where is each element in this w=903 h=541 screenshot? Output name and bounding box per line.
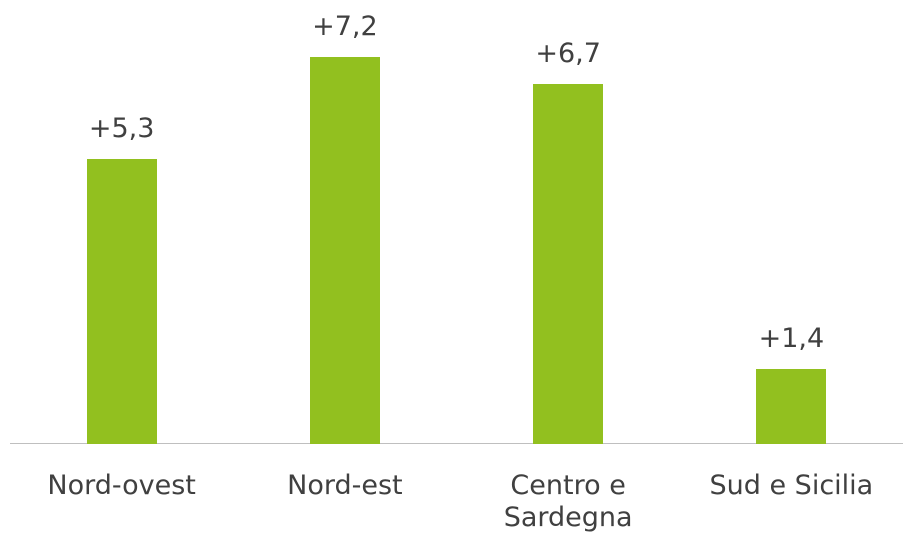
data-label: +5,3 xyxy=(88,113,155,145)
data-label: +7,2 xyxy=(312,11,378,43)
bar xyxy=(756,368,827,444)
bar xyxy=(86,159,157,444)
data-label: +6,7 xyxy=(535,38,601,70)
x-tick-label: Nord-est xyxy=(287,470,403,501)
x-tick-label: Centro e Sardegna xyxy=(503,470,633,533)
x-tick-label: Sud e Sicilia xyxy=(709,470,874,501)
bar xyxy=(533,84,604,444)
x-axis-line xyxy=(10,443,903,444)
data-label: +1,4 xyxy=(758,322,825,354)
bar xyxy=(309,57,380,444)
x-tick-label: Nord-ovest xyxy=(47,470,196,501)
